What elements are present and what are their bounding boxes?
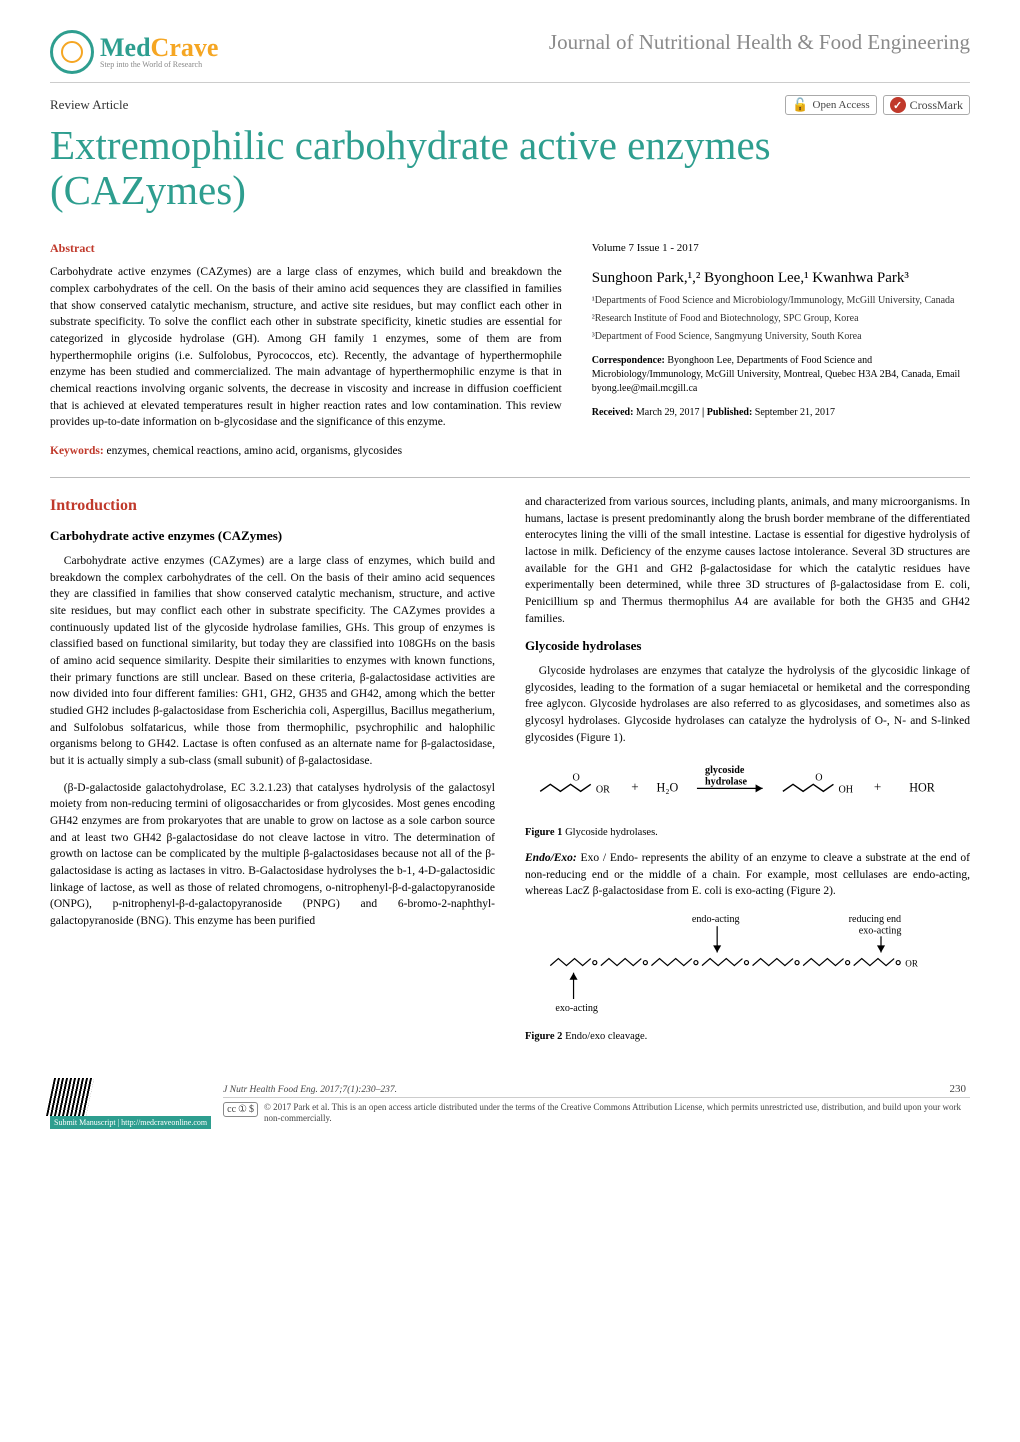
lock-icon: 🔓 [792,97,808,113]
footer-license-row: cc ① $ © 2017 Park et al. This is an ope… [223,1102,970,1125]
fig1-plus2: + [874,780,881,795]
endo-exo-label: Endo/Exo: [525,852,581,864]
journal-title: Journal of Nutritional Health & Food Eng… [549,30,970,55]
paragraph-1: Carbohydrate active enzymes (CAZymes) ar… [50,553,495,770]
meta-row: Abstract Carbohydrate active enzymes (CA… [50,241,970,459]
keywords-line: Keywords: enzymes, chemical reactions, a… [50,441,562,459]
abstract-block: Abstract Carbohydrate active enzymes (CA… [50,241,562,459]
by-icon: ① [238,1104,247,1115]
figure-1-caption-label: Figure 1 [525,827,562,838]
abstract-heading: Abstract [50,241,562,256]
article-type-row: Review Article 🔓 Open Access ✓ CrossMark [50,95,970,115]
affiliation-2: ²Research Institute of Food and Biotechn… [592,312,970,326]
figure-1-caption-text: Glycoside hydrolases. [562,827,657,838]
fig2-endo-label: endo-acting [692,914,740,925]
fig1-or: OR [596,785,610,796]
logo-tagline: Step into the World of Research [100,61,218,69]
cc-badge: cc ① $ [223,1102,258,1117]
fig2-reducing-label: reducing end [849,914,902,925]
fig1-oh: OH [839,785,854,796]
logo-text: MedCrave Step into the World of Research [100,35,218,69]
article-meta: Volume 7 Issue 1 - 2017 Sunghoon Park,¹,… [592,241,970,459]
barcode-icon [46,1078,94,1116]
paragraph-2: (β-D-galactoside galactohydrolase, EC 3.… [50,780,495,930]
subheading-glycoside: Glycoside hydrolases [525,637,970,656]
figure-2-caption: Figure 2 Endo/exo cleavage. [525,1029,970,1044]
authors: Sunghoon Park,¹,² Byonghoon Lee,¹ Kwanhw… [592,269,970,289]
paragraph-4: Glycoside hydrolases are enzymes that ca… [525,663,970,746]
header: MedCrave Step into the World of Research… [50,30,970,83]
paragraph-5-text: Exo / Endo- represents the ability of an… [525,852,970,897]
figure-1-svg: O OR + H₂O glycoside hydrolase O OH + HO… [525,756,970,817]
published-date: September 21, 2017 [755,407,835,418]
dates: Received: March 29, 2017 | Published: Se… [592,406,970,420]
column-right: and characterized from various sources, … [525,494,970,1054]
figure-1-caption: Figure 1 Glycoside hydrolases. [525,825,970,840]
figure-1: O OR + H₂O glycoside hydrolase O OH + HO… [525,756,970,840]
fig1-top2: hydrolase [705,777,747,788]
crossmark-badge[interactable]: ✓ CrossMark [883,95,970,115]
figure-2-svg: endo-acting reducing end exo-acting [525,910,970,1021]
logo-crave: Crave [151,33,219,62]
affiliation-3: ³Department of Food Science, Sangmyung U… [592,330,970,344]
fig1-hor: HOR [909,781,936,795]
paragraph-5: Endo/Exo: Exo / Endo- represents the abi… [525,850,970,900]
footer-text-block: J Nutr Health Food Eng. 2017;7(1):230–23… [223,1083,970,1125]
logo-med: Med [100,33,151,62]
paragraph-3: and characterized from various sources, … [525,494,970,627]
fig2-exo-top-label: exo-acting [859,925,902,936]
introduction-heading: Introduction [50,494,495,517]
article-type: Review Article [50,97,128,113]
fig1-plus1: + [631,780,638,795]
article-title: Extremophilic carbohydrate active enzyme… [50,123,970,213]
open-access-badge[interactable]: 🔓 Open Access [785,95,876,115]
badges: 🔓 Open Access ✓ CrossMark [785,95,970,115]
abstract-body: Carbohydrate active enzymes (CAZymes) ar… [50,264,562,431]
received-label: Received: [592,407,636,418]
figure-2-caption-label: Figure 2 [525,1031,562,1042]
figure-2-caption-text: Endo/exo cleavage. [562,1031,647,1042]
publisher-logo: MedCrave Step into the World of Research [50,30,218,74]
subheading-cazymes: Carbohydrate active enzymes (CAZymes) [50,527,495,546]
fig1-o1: O [573,773,580,784]
footer-license: © 2017 Park et al. This is an open acces… [264,1102,970,1125]
keywords-text: enzymes, chemical reactions, amino acid,… [104,445,402,457]
crossmark-label: CrossMark [910,98,963,113]
published-label: | Published: [700,407,755,418]
divider [50,477,970,478]
body-columns: Introduction Carbohydrate active enzymes… [50,494,970,1054]
column-left: Introduction Carbohydrate active enzymes… [50,494,495,1054]
footer: Submit Manuscript | http://medcraveonlin… [50,1078,970,1129]
correspondence: Correspondence: Byonghoon Lee, Departmen… [592,354,970,396]
correspondence-label: Correspondence: [592,355,668,366]
logo-swirl-icon [50,30,94,74]
open-access-label: Open Access [813,99,870,111]
fig1-top1: glycoside [705,766,745,777]
figure-2: endo-acting reducing end exo-acting [525,910,970,1044]
footer-citation: J Nutr Health Food Eng. 2017;7(1):230–23… [223,1085,397,1095]
fig2-exo-bottom-label: exo-acting [555,1003,598,1014]
keywords-label: Keywords: [50,445,104,457]
footer-citation-row: J Nutr Health Food Eng. 2017;7(1):230–23… [223,1083,970,1098]
submit-manuscript-badge[interactable]: Submit Manuscript | http://medcraveonlin… [50,1116,211,1129]
cc-icon: cc [227,1104,236,1115]
affiliation-1: ¹Departments of Food Science and Microbi… [592,294,970,308]
nc-icon: $ [249,1104,254,1115]
page-number: 230 [950,1083,971,1095]
barcode-block: Submit Manuscript | http://medcraveonlin… [50,1078,211,1129]
fig2-or-end: OR [905,959,919,969]
fig1-o2: O [815,773,822,784]
crossmark-icon: ✓ [890,97,906,113]
volume-issue: Volume 7 Issue 1 - 2017 [592,241,970,256]
fig1-h2o: H₂O [656,781,678,795]
received-date: March 29, 2017 [636,407,700,418]
